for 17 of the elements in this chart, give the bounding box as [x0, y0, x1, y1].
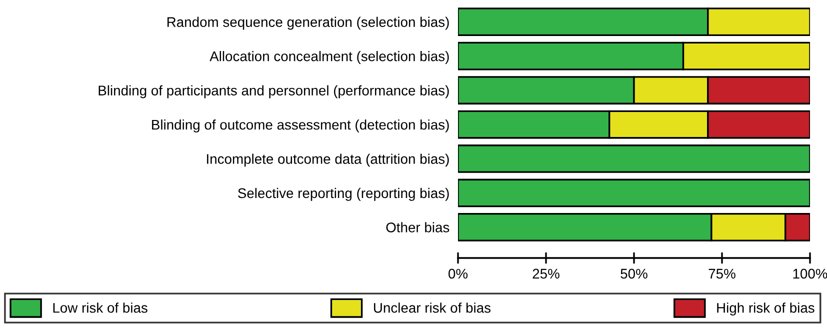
- bar: [458, 144, 810, 173]
- legend-label: Unclear risk of bias: [374, 302, 491, 313]
- legend-label: Low risk of bias: [53, 302, 148, 313]
- y-tick-label: Selective reporting (reporting bias): [238, 188, 449, 201]
- legend-label: High risk of bias: [717, 302, 814, 316]
- y-tick-label: Incomplete outcome data (attrition bias): [207, 154, 449, 167]
- y-tick-label: Random sequence generation (selection bias): [167, 16, 449, 30]
- y-tick-label: Blinding of outcome assessment (detection bias): [152, 119, 449, 132]
- y-tick-label: Other bias: [386, 222, 450, 232]
- x-tick-label: 50%: [620, 268, 648, 279]
- y-tick-label: Allocation concealment (selection bias): [210, 51, 449, 64]
- x-tick-label: 25%: [532, 268, 560, 279]
- x-tick-label: 75%: [708, 268, 736, 279]
- x-tick-label: 0%: [448, 268, 468, 279]
- bar: [458, 178, 810, 208]
- y-tick-label: Blinding of participants and personnel (performance bias): [98, 85, 449, 98]
- x-tick-label: 100%: [793, 268, 827, 279]
